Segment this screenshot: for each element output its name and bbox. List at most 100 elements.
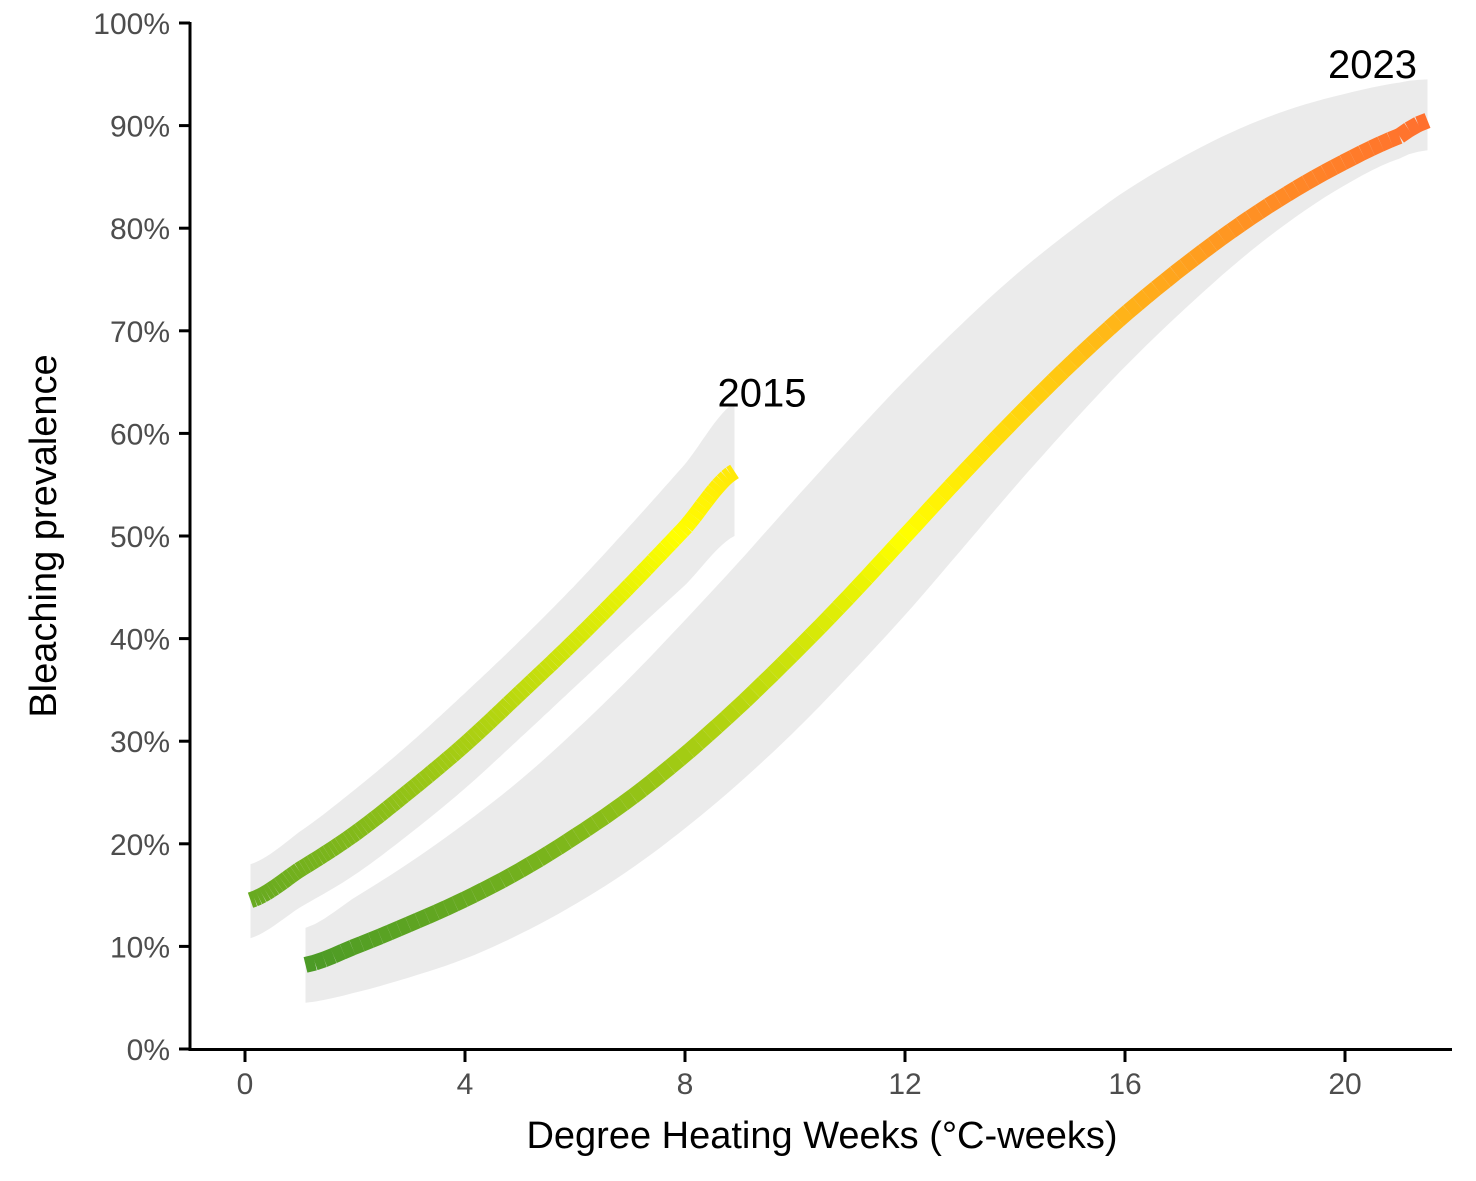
line-segment: [674, 745, 695, 766]
line-segment: [720, 703, 742, 724]
line-segment: [454, 738, 470, 755]
line-segment: [395, 917, 412, 936]
line-segment: [1292, 175, 1311, 196]
line-segment: [378, 802, 393, 818]
line-segment: [511, 686, 527, 702]
y-tick-label: 10%: [110, 931, 170, 964]
line-segment: [1235, 211, 1255, 231]
line-segment: [823, 602, 845, 623]
line-segment: [262, 883, 275, 900]
line-segment: [516, 857, 534, 878]
line-segment: [338, 832, 352, 849]
line-segment: [712, 475, 729, 491]
line-segment: [349, 936, 365, 956]
line-segment: [370, 808, 385, 825]
line-segment: [535, 846, 553, 866]
line-segment: [1387, 128, 1403, 148]
line-segment: [442, 896, 459, 916]
line-segment: [721, 467, 736, 484]
line-segment: [851, 572, 873, 594]
line-segment: [860, 562, 882, 584]
line-segment: [386, 795, 401, 812]
annotation-2015: 2015: [718, 371, 807, 415]
line-segment: [342, 829, 356, 846]
series-line-2023: [303, 113, 1431, 973]
line-segment: [607, 592, 624, 608]
line-segment: [1245, 205, 1264, 225]
line-segment: [611, 588, 628, 604]
line-segment: [832, 592, 854, 614]
line-segment: [716, 471, 732, 487]
line-segment: [478, 716, 494, 733]
line-segment: [683, 511, 701, 527]
y-axis-ticks: 0% 10% 20% 30% 40% 50% 60% 70% 80% 90% 100%: [93, 8, 190, 1067]
line-segment: [450, 742, 466, 759]
line-segment: [547, 652, 563, 668]
line-segment: [575, 624, 591, 641]
line-segment: [646, 768, 666, 789]
line-segment: [841, 582, 863, 604]
line-segment: [539, 659, 555, 676]
line-segment: [1349, 145, 1366, 165]
line-segment: [1358, 141, 1375, 161]
line-segment: [599, 600, 616, 616]
line-segment: [495, 701, 511, 718]
line-segment: [531, 667, 547, 683]
line-segment: [695, 495, 713, 511]
line-segment: [758, 667, 779, 689]
line-segment: [600, 803, 619, 824]
line-segment: [458, 735, 474, 751]
line-segment: [507, 690, 523, 706]
line-segment: [1047, 365, 1069, 387]
line-segment: [991, 421, 1013, 443]
line-segment: [286, 866, 300, 883]
line-segment: [603, 596, 620, 612]
line-segment: [1198, 238, 1218, 258]
line-segment: [1179, 252, 1199, 273]
line-segment: [623, 575, 640, 592]
line-segment: [652, 546, 668, 562]
line-segment: [390, 792, 405, 809]
line-segment: [679, 516, 697, 532]
line-segment: [627, 783, 647, 803]
line-segment: [251, 889, 262, 907]
line-segment: [330, 837, 344, 854]
x-tick-label: 20: [1328, 1068, 1361, 1101]
line-segment: [515, 682, 531, 699]
y-tick-label: 0%: [127, 1034, 170, 1067]
line-segment: [804, 621, 826, 643]
line-segment: [1141, 281, 1162, 302]
line-segment: [672, 525, 688, 541]
line-segment: [1415, 113, 1431, 132]
line-segment: [1104, 313, 1125, 334]
series-line-2015: [247, 464, 739, 908]
line-segment: [767, 658, 788, 680]
line-segment: [410, 776, 425, 792]
line-segment: [1311, 165, 1329, 185]
line-segment: [795, 630, 817, 652]
line-segment: [479, 878, 497, 898]
line-segment: [277, 872, 292, 889]
y-tick-label: 70%: [110, 316, 170, 349]
line-segment: [1001, 412, 1022, 434]
line-segment: [1394, 123, 1414, 143]
line-segment: [631, 567, 648, 583]
line-segment: [398, 786, 413, 802]
line-segment: [312, 951, 327, 971]
line-segment: [1057, 356, 1078, 378]
line-segment: [907, 511, 929, 533]
line-segment: [581, 816, 600, 837]
line-segment: [1377, 132, 1394, 152]
line-segment: [1113, 305, 1134, 326]
line-segment: [402, 782, 417, 799]
line-segment: [366, 811, 381, 828]
line-segment: [635, 563, 652, 579]
line-segment: [683, 737, 704, 758]
line-segment: [1330, 155, 1348, 175]
line-segment: [944, 471, 966, 492]
line-segment: [1038, 374, 1060, 396]
x-tick-label: 8: [677, 1068, 694, 1101]
line-segment: [916, 501, 938, 523]
line-segment: [1226, 217, 1246, 238]
